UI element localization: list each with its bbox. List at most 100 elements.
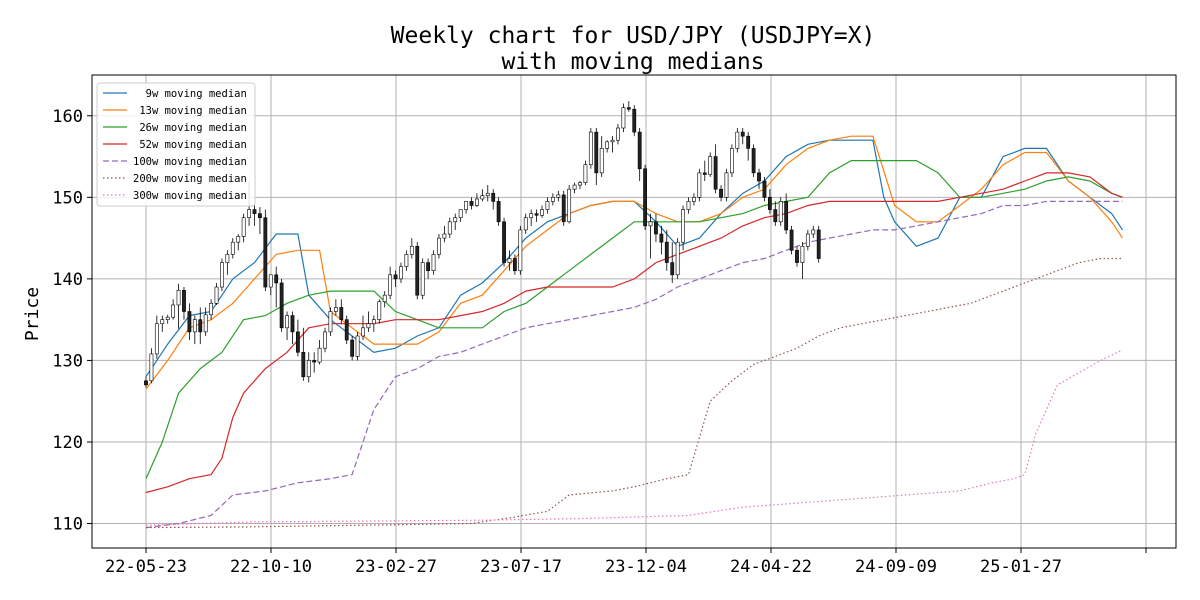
candle-body (561, 194, 566, 223)
candle-body (420, 262, 425, 296)
candle-body (675, 241, 680, 276)
candle-body (149, 353, 154, 382)
x-tick-label: 24-09-09 (855, 557, 937, 577)
candle-body (664, 241, 669, 263)
candle-body (480, 195, 485, 200)
candle-body (523, 217, 528, 231)
candle-body (773, 209, 778, 223)
candle-body (171, 304, 176, 318)
candle-body (144, 380, 148, 386)
y-tick-label: 140 (52, 270, 83, 290)
candle-body (274, 274, 279, 284)
candle-body (366, 323, 371, 329)
candle-body (198, 319, 203, 333)
candle-body (767, 197, 772, 210)
candle-body (556, 194, 561, 198)
candle-body (626, 107, 631, 110)
moving-median-line (145, 172, 1123, 494)
candle-body (795, 250, 799, 263)
candle-body (805, 233, 810, 247)
moving-median-line (145, 135, 1124, 390)
candle-body (458, 209, 463, 219)
x-tick-label: 24-04-22 (730, 557, 812, 577)
candle-body (512, 258, 517, 272)
candle-body (437, 237, 441, 255)
moving-median-line (145, 349, 1123, 526)
candle-body (659, 233, 664, 243)
candle-body (534, 213, 539, 216)
candle-body (746, 135, 751, 149)
candle-body (247, 209, 251, 219)
candle-body (724, 172, 729, 198)
y-axis-label: Price (22, 287, 43, 341)
legend: 9w moving median 13w moving median 26w m… (96, 82, 256, 207)
candle-body (203, 314, 208, 333)
candle-body (214, 286, 219, 304)
candle-body (572, 184, 577, 190)
legend-entry: 9w moving median (133, 88, 247, 100)
x-tick-label: 22-10-10 (230, 557, 312, 577)
candle-body (502, 221, 506, 263)
candle-body (643, 168, 648, 227)
y-tick-label: 150 (52, 188, 83, 208)
candle-body (605, 141, 610, 149)
candle-body (507, 258, 512, 263)
candle-body (371, 319, 376, 325)
moving-median-line (145, 160, 1123, 479)
y-axis-ticks: 110 120 130 140 150 160 (52, 107, 92, 535)
candle-body (323, 331, 327, 349)
candle-body (230, 241, 235, 255)
legend-entry: 100w moving median (133, 156, 247, 168)
candle-body (469, 201, 474, 206)
candle-body (285, 315, 289, 329)
moving-median-lines (145, 135, 1124, 529)
candle-body (496, 201, 501, 223)
candle-body (268, 274, 273, 288)
candle-body (192, 319, 197, 333)
candle-body (312, 360, 317, 363)
x-tick-label: 22-05-23 (105, 557, 187, 577)
candle-body (729, 148, 734, 174)
candle-body (599, 148, 604, 174)
candle-body (388, 274, 393, 296)
candle-body (393, 274, 398, 280)
candle-body (453, 217, 458, 223)
candle-body (426, 262, 431, 272)
candle-body (702, 172, 707, 175)
candle-body (762, 180, 767, 198)
candle-body (713, 156, 718, 190)
candle-body (540, 209, 544, 216)
candle-body (610, 139, 615, 143)
candle-body (654, 221, 658, 235)
legend-entry: 200w moving median (133, 173, 247, 185)
y-tick-label: 110 (52, 515, 83, 535)
y-tick-label: 120 (52, 433, 83, 453)
x-tick-label: 23-12-04 (605, 557, 687, 577)
legend-entry: 13w moving median (133, 105, 247, 117)
candle-body (491, 192, 496, 202)
candle-body (377, 301, 382, 320)
candle-body (789, 229, 794, 251)
candle-body (518, 229, 523, 272)
candle-body (252, 209, 257, 214)
candle-body (339, 307, 344, 320)
x-tick-label: 25-01-27 (980, 557, 1062, 577)
candle-body (811, 229, 816, 235)
candle-body (404, 254, 409, 267)
candle-body (784, 201, 789, 231)
candle-body (182, 289, 186, 312)
candle-body (328, 311, 333, 333)
candle-body (692, 197, 696, 202)
candle-body (279, 282, 284, 329)
candle-body (800, 245, 805, 263)
candle-body (442, 233, 447, 239)
candle-body (382, 294, 387, 303)
candle-body (344, 319, 349, 341)
candle-body (757, 172, 761, 182)
legend-entry: 300w moving median (133, 190, 247, 202)
candle-body (333, 307, 338, 312)
candle-body (670, 262, 675, 276)
chart-title: Weekly chart for USD/JPY (USDJPY=X) (391, 23, 876, 49)
candle-body (225, 254, 230, 263)
